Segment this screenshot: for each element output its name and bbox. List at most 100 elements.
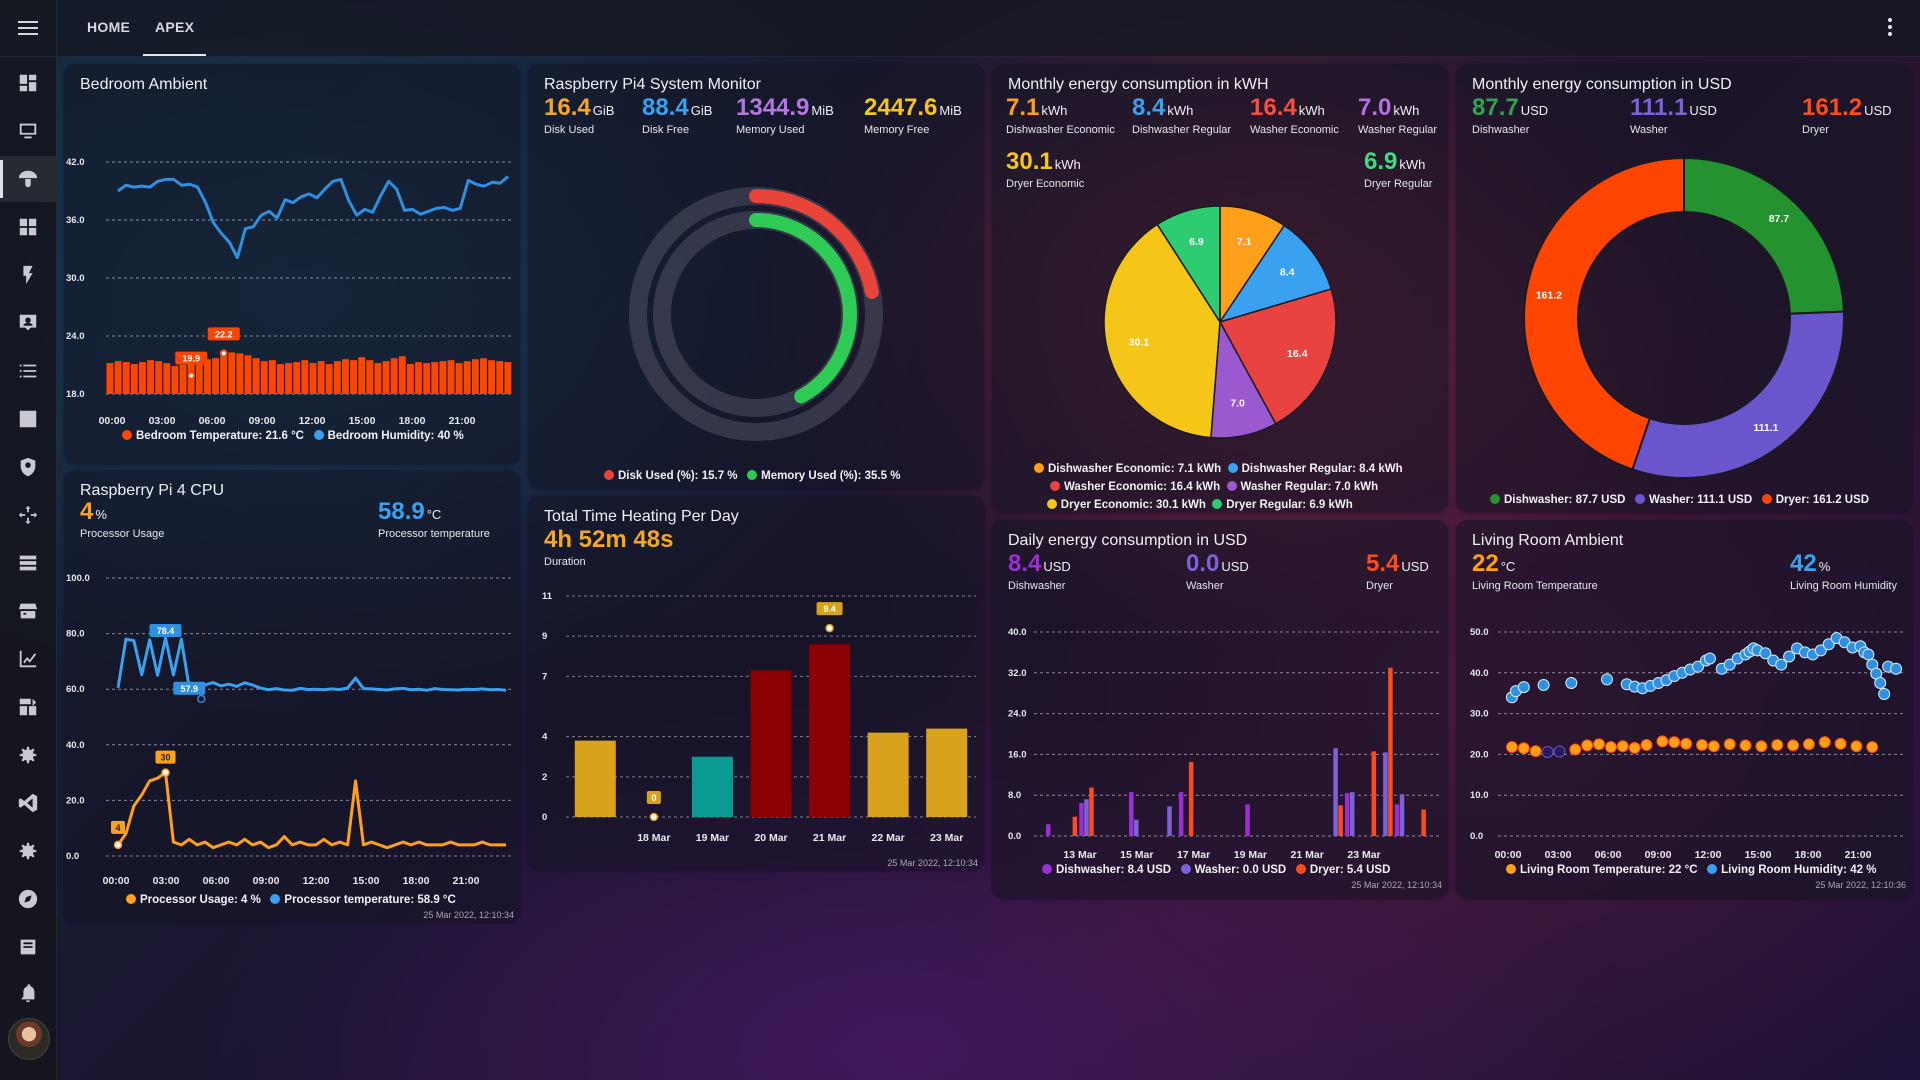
- settings-icon[interactable]: [0, 828, 56, 874]
- temperature-bar: [333, 361, 341, 394]
- temperature-bar: [203, 359, 211, 394]
- temperature-bar: [293, 362, 301, 394]
- user-avatar[interactable]: [8, 1018, 50, 1060]
- stat-unit: USD: [1864, 103, 1892, 118]
- y-tick-label: 30.0: [66, 273, 85, 284]
- overflow-menu-icon[interactable]: [1888, 18, 1892, 39]
- temperature-point: [1640, 739, 1653, 752]
- top-bar: HOME APEX: [57, 0, 1920, 57]
- temperature-bar: [114, 361, 122, 394]
- x-tick-label: 03:00: [149, 415, 176, 427]
- server-icon[interactable]: [0, 540, 56, 586]
- y-tick-label: 50.0: [1470, 627, 1489, 638]
- legend-item[interactable]: Living Room Humidity: 42 %: [1721, 864, 1877, 876]
- overview-icon[interactable]: [0, 60, 56, 106]
- x-tick-label: 22 Mar: [872, 832, 905, 844]
- stat-value: 88.4: [642, 94, 689, 121]
- legend-item[interactable]: Living Room Temperature: 22 °C: [1520, 864, 1698, 876]
- timestamp: 25 Mar 2022, 12:10:34: [1351, 880, 1442, 890]
- chart-legend: Dishwasher: 8.4 USD Washer: 0.0 USD Drye…: [1042, 864, 1390, 876]
- card-title: Bedroom Ambient: [80, 76, 208, 93]
- legend-item[interactable]: Washer: 0.0 USD: [1194, 864, 1287, 876]
- legend-item[interactable]: Washer Regular: 7.0 kWh: [1240, 481, 1379, 493]
- temperature-bar: [366, 360, 374, 394]
- hacs-icon[interactable]: [0, 588, 56, 634]
- humidity-point: [1874, 677, 1887, 689]
- y-tick-label: 10.0: [1470, 790, 1489, 801]
- legend-item[interactable]: Processor Usage: 4 %: [140, 894, 261, 906]
- temperature-bar: [285, 363, 293, 394]
- compass-icon[interactable]: [0, 876, 56, 922]
- temperature-bar: [406, 364, 414, 394]
- heating-bar-chart: 11 9 7 4 2 0 18 Mar 19 Mar 20 Mar 21 Mar 22 Mar 23 …: [542, 591, 976, 844]
- x-tick-label: 15:00: [353, 875, 380, 887]
- pie-data-label: 8.4: [1280, 266, 1295, 278]
- energy-icon[interactable]: [0, 684, 56, 730]
- legend-item[interactable]: Memory Used (%): 35.5 %: [761, 470, 901, 482]
- stat-unit: %: [95, 507, 107, 522]
- legend-item[interactable]: Disk Used (%): 15.7 %: [618, 470, 738, 482]
- cog-outline-icon[interactable]: [0, 732, 56, 778]
- legend-item[interactable]: Dryer: 5.4 USD: [1309, 864, 1391, 876]
- legend-item[interactable]: Washer Economic: 16.4 kWh: [1063, 481, 1221, 493]
- y-tick-label: 18.0: [66, 389, 85, 400]
- move-icon[interactable]: [0, 492, 56, 538]
- x-tick-label: 18:00: [1795, 849, 1822, 861]
- legend-item[interactable]: Dryer Regular: 6.9 kWh: [1226, 499, 1353, 511]
- humidity-line: [117, 175, 509, 260]
- legend-item[interactable]: Bedroom Humidity: 40 %: [327, 430, 464, 442]
- stat-block: 161.2 USD Dryer: [1802, 94, 1892, 136]
- temperature-point: [1850, 740, 1863, 753]
- temperature-bar: [480, 358, 487, 394]
- list-icon[interactable]: [0, 348, 56, 394]
- legend-item[interactable]: Washer: 111.1 USD: [1649, 494, 1753, 506]
- bell-icon[interactable]: [0, 970, 56, 1016]
- pie-data-label: 16.4: [1287, 348, 1308, 360]
- temperature-bar: [268, 360, 276, 394]
- dashboard-icon[interactable]: [0, 204, 56, 250]
- stat-label: Washer Economic: [1250, 124, 1339, 136]
- x-tick-label: 23 Mar: [930, 832, 963, 844]
- temperature-point: [1581, 739, 1594, 752]
- legend-item[interactable]: Dishwasher: 87.7 USD: [1504, 494, 1626, 506]
- humidity-point: [1723, 658, 1736, 671]
- stat-label: Washer: [1186, 580, 1224, 592]
- legend-item[interactable]: Dishwasher Economic: 7.1 kWh: [1048, 463, 1222, 475]
- data-label-bg: [646, 791, 661, 804]
- legend-item[interactable]: Dishwasher Regular: 8.4 kWh: [1241, 463, 1403, 475]
- flash-icon[interactable]: [0, 252, 56, 298]
- monitor-icon[interactable]: [0, 108, 56, 154]
- y-tick-label: 40.0: [1008, 627, 1027, 638]
- tab-apex[interactable]: APEX: [142, 0, 207, 56]
- daily-bar: [1167, 806, 1172, 836]
- mushroom-icon[interactable]: [0, 156, 56, 202]
- line-chart-icon[interactable]: [0, 636, 56, 682]
- temperature-point: [1723, 738, 1736, 751]
- stat-unit: °C: [1500, 559, 1516, 574]
- y-tick-label: 60.0: [66, 684, 85, 695]
- legend-item[interactable]: Bedroom Temperature: 21.6 °C: [136, 430, 304, 442]
- legend-item[interactable]: Dryer: 161.2 USD: [1775, 494, 1870, 506]
- stat-block: 87.7 USD Dishwasher: [1472, 94, 1548, 136]
- logbook-icon[interactable]: [0, 924, 56, 970]
- shield-icon[interactable]: [0, 444, 56, 490]
- vscode-icon[interactable]: [0, 780, 56, 826]
- humidity-point: [1775, 658, 1788, 671]
- daily-bar: [1421, 809, 1426, 836]
- temperature-bar: [374, 363, 382, 394]
- legend-item[interactable]: Processor temperature: 58.9 °C: [284, 894, 456, 906]
- temperature-bar: [325, 364, 333, 394]
- card-title: Daily energy consumption in USD: [1008, 532, 1248, 549]
- bar-chart-icon[interactable]: [0, 396, 56, 442]
- x-tick-label: 15:00: [1745, 849, 1772, 861]
- legend-item[interactable]: Dryer Economic: 30.1 kWh: [1060, 499, 1206, 511]
- stat-label: Memory Free: [864, 124, 930, 136]
- temperature-bar: [447, 360, 455, 394]
- contact-card-icon[interactable]: [0, 300, 56, 346]
- temperature-bar: [138, 362, 146, 394]
- stat-value: 87.7: [1472, 94, 1519, 121]
- pie-data-label: 7.0: [1230, 398, 1245, 410]
- menu-icon[interactable]: [0, 0, 56, 57]
- tab-home[interactable]: HOME: [87, 19, 131, 35]
- legend-item[interactable]: Dishwasher: 8.4 USD: [1056, 864, 1172, 876]
